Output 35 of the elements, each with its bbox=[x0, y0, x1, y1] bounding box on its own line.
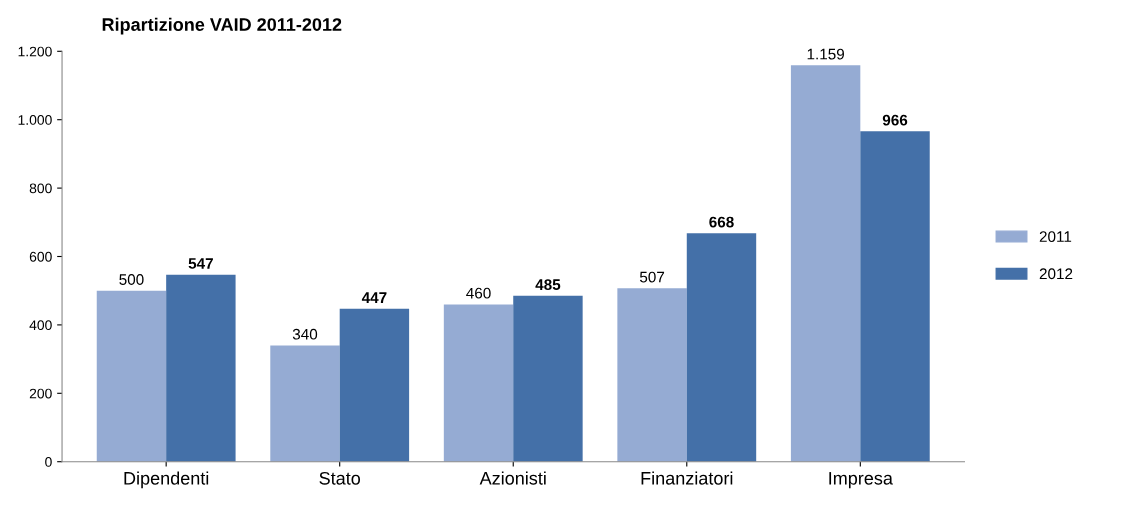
data-label: 547 bbox=[188, 258, 213, 269]
x-tick-label: Azionisti bbox=[479, 471, 546, 485]
bar bbox=[860, 131, 930, 462]
y-tick-label: 1.000 bbox=[18, 115, 52, 125]
data-label: 340 bbox=[292, 328, 318, 340]
bar bbox=[617, 288, 687, 462]
bar bbox=[686, 233, 757, 462]
y-tick-label: 800 bbox=[29, 183, 52, 194]
data-label: 460 bbox=[466, 287, 491, 299]
legend-label: 2011 bbox=[1039, 231, 1072, 243]
y-tick-label: 600 bbox=[29, 251, 52, 262]
y-tick-label: 0 bbox=[45, 457, 52, 467]
y-tick-label: 1.200 bbox=[18, 46, 52, 57]
bar bbox=[166, 274, 236, 462]
x-tick-label: Impresa bbox=[829, 472, 893, 489]
chart-title: Ripartizione VAID 2011-2012 bbox=[102, 17, 342, 35]
data-label: 668 bbox=[709, 216, 734, 228]
data-label: 500 bbox=[119, 274, 144, 285]
bar bbox=[270, 345, 340, 462]
y-tick-label: 200 bbox=[29, 388, 52, 399]
x-tick-label: Stato bbox=[319, 471, 361, 485]
bar bbox=[339, 308, 410, 462]
y-tick-label: 400 bbox=[29, 320, 52, 331]
data-label: 1.159 bbox=[807, 48, 844, 60]
legend-label: 2012 bbox=[1039, 268, 1073, 280]
bar bbox=[513, 295, 583, 462]
x-tick-label: Dipendenti bbox=[124, 471, 209, 489]
data-label: 447 bbox=[361, 292, 387, 303]
bar bbox=[790, 65, 861, 462]
bar bbox=[96, 290, 167, 462]
x-tick-label: Finanziatori bbox=[641, 471, 733, 485]
data-label: 966 bbox=[882, 114, 908, 126]
data-label: 507 bbox=[639, 271, 665, 283]
bar bbox=[443, 304, 514, 462]
data-label: 485 bbox=[535, 279, 561, 291]
